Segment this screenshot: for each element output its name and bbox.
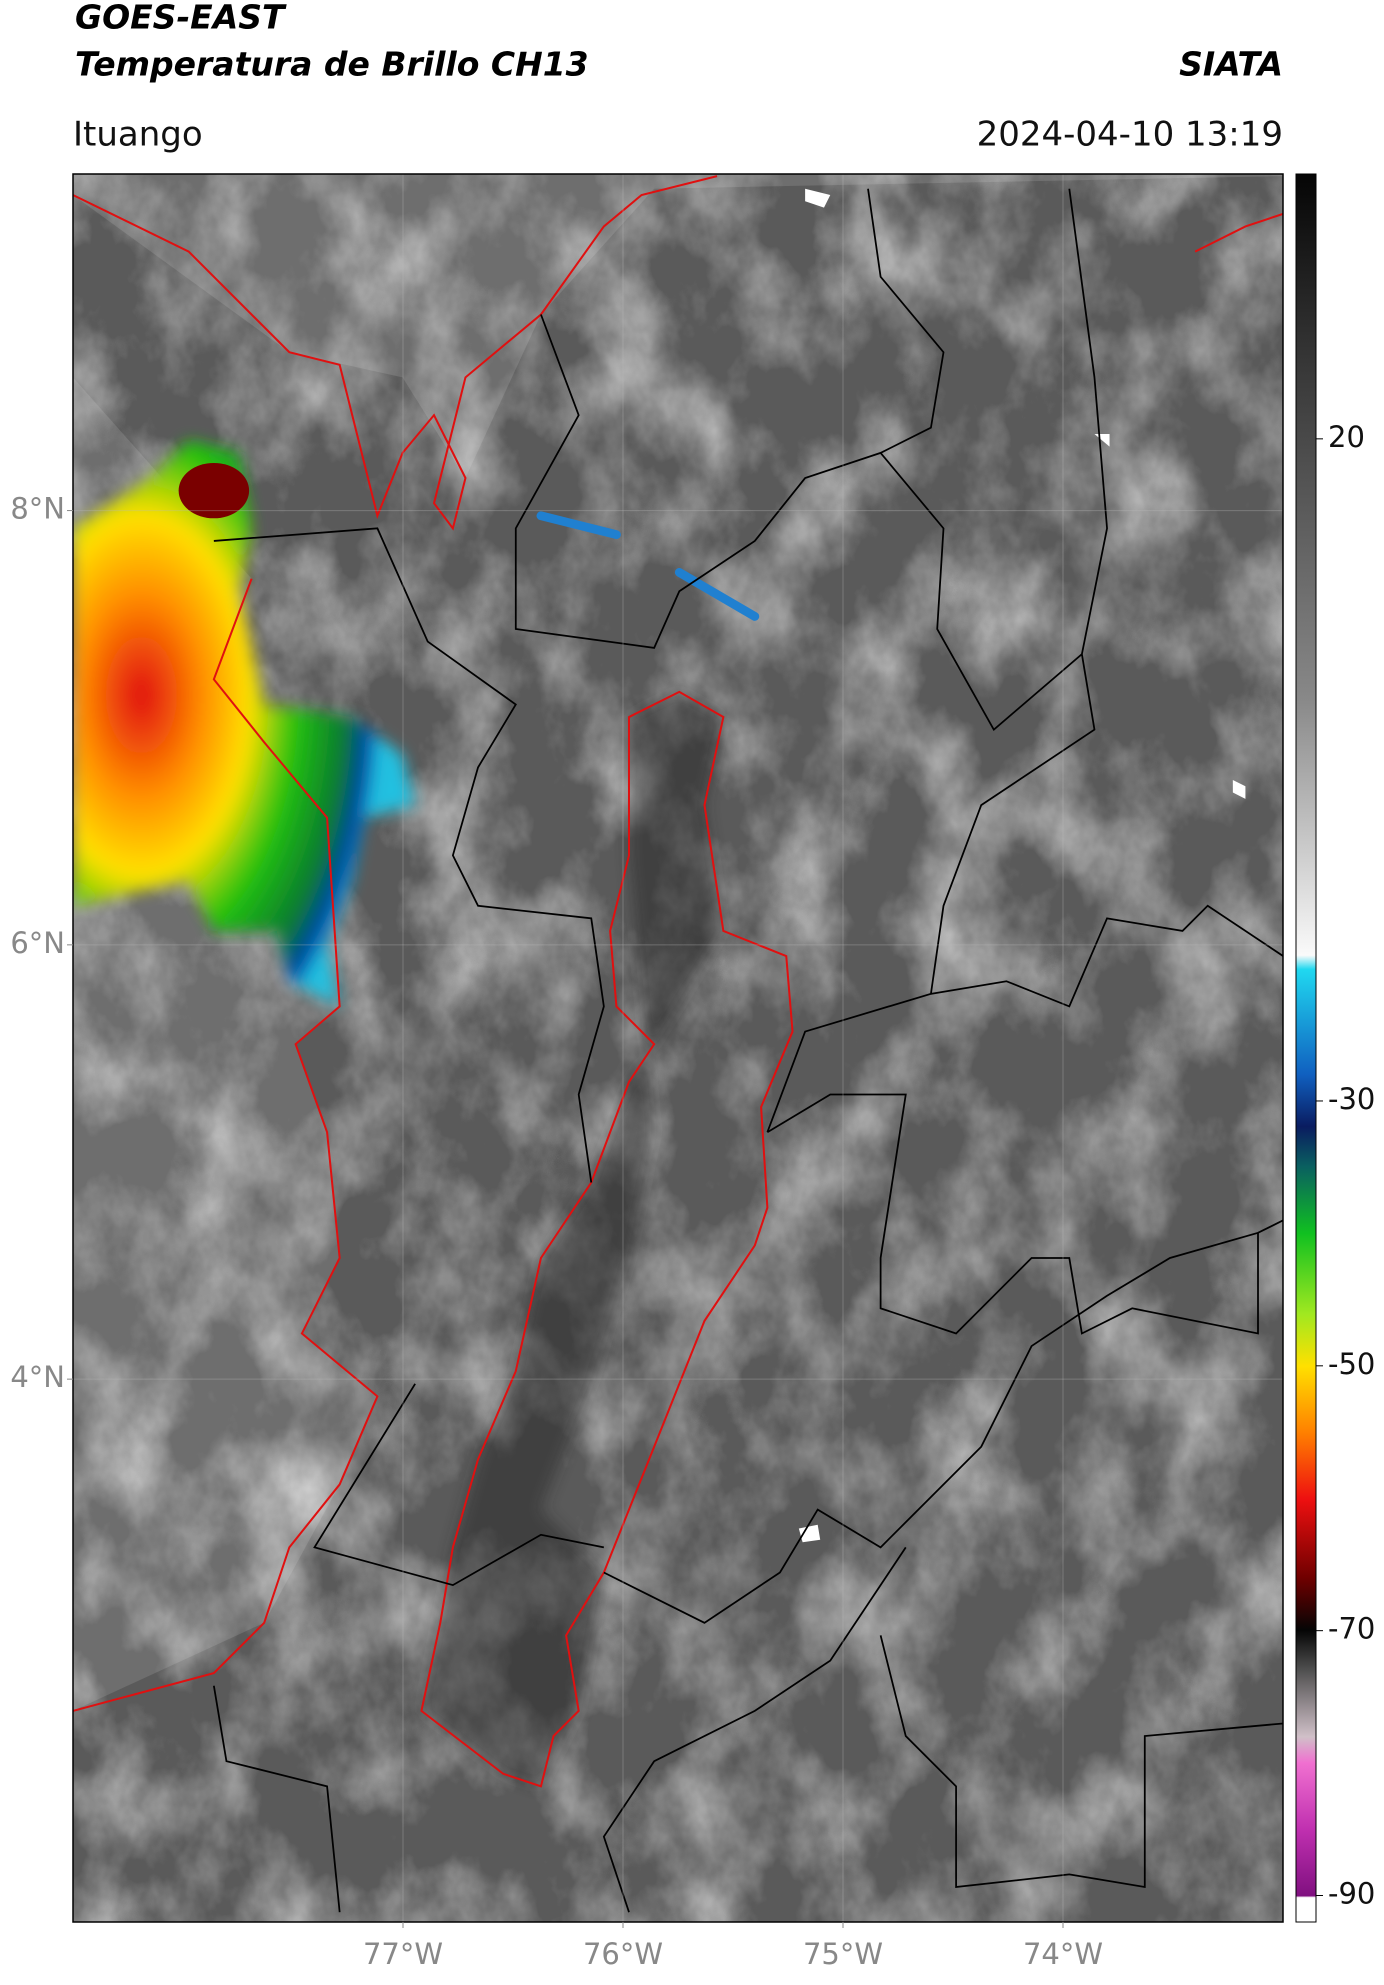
- map-image: [73, 174, 1283, 1922]
- y-tick-label: 4°N: [10, 1360, 65, 1394]
- map-frame: [72, 173, 1284, 1923]
- location: Ituango: [73, 115, 203, 155]
- colorbar-tick-label: -70: [1328, 1612, 1375, 1646]
- x-tick-label: 74°W: [1023, 1937, 1103, 1971]
- colorbar-tick-label: -90: [1328, 1877, 1375, 1911]
- title: GOES-EAST: [75, 0, 287, 37]
- x-tick-label: 75°W: [803, 1937, 883, 1971]
- credit: SIATA: [1179, 45, 1283, 84]
- colorbar-tick-label: 20: [1328, 420, 1365, 454]
- colorbar-tick-label: -50: [1328, 1347, 1375, 1381]
- y-tick-label: 8°N: [10, 492, 65, 526]
- y-tick-label: 6°N: [10, 926, 65, 960]
- x-tick-label: 76°W: [583, 1937, 663, 1971]
- subtitle: Temperatura de Brillo CH13: [75, 45, 589, 84]
- datetime: 2024-04-10 13:19: [977, 115, 1283, 155]
- colorbar: [1295, 173, 1317, 1923]
- x-tick-label: 77°W: [363, 1937, 443, 1971]
- colorbar-tick-label: -30: [1328, 1082, 1375, 1116]
